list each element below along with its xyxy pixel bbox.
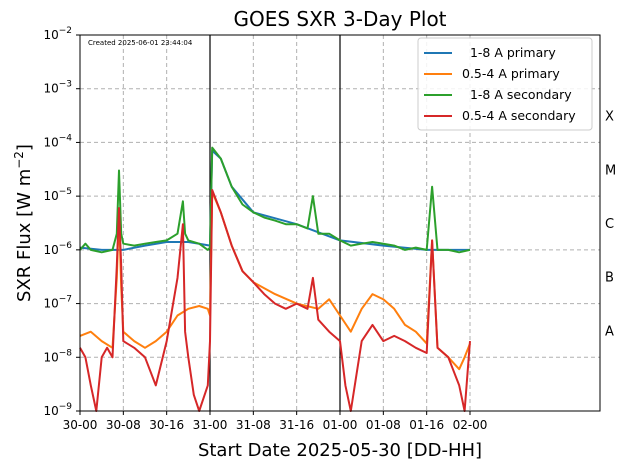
y-tick-label: 10−4 [43, 133, 72, 149]
x-tick-label: 30-16 [149, 418, 184, 432]
legend-entries: 1-8 A primary 0.5-4 A primary 1-8 A secon… [424, 45, 576, 123]
created-note: Created 2025-06-01 23:44:04 [88, 39, 193, 47]
legend-label: 1-8 A secondary [462, 87, 572, 102]
x-tick-label: 01-00 [323, 418, 358, 432]
series-line [79, 189, 471, 412]
chart-title: GOES SXR 3-Day Plot [233, 7, 446, 31]
legend-label: 0.5-4 A secondary [462, 108, 576, 123]
y-tick-label: 10−8 [43, 348, 72, 364]
x-tick-label: 30-08 [106, 418, 141, 432]
x-tick-label: 01-08 [366, 418, 401, 432]
y-axis-label-close: ] [14, 144, 35, 151]
x-tick-label: 31-00 [193, 418, 228, 432]
y-axis-label-main: SXR Flux [W m [14, 169, 35, 302]
flare-class-label: C [605, 217, 614, 232]
x-tick-label: 31-16 [279, 418, 314, 432]
flare-class-labels: A B C M X [605, 110, 616, 340]
legend: 1-8 A primary 0.5-4 A primary 1-8 A secon… [417, 37, 593, 131]
series-line [79, 146, 471, 254]
plot-area [79, 146, 471, 412]
x-axis-ticks: 30-00 30-08 30-16 31-00 31-08 31-16 01-00 01-08… [63, 411, 488, 432]
flare-class-label: X [605, 110, 614, 125]
x-tick-label: 02-00 [453, 418, 488, 432]
y-tick-label: 10−3 [43, 80, 72, 96]
y-tick-label: 10−5 [43, 187, 72, 203]
legend-box [417, 37, 593, 131]
y-axis-label: SXR Flux [W m−2] [12, 144, 35, 302]
flare-class-label: A [605, 324, 614, 339]
flare-class-label: B [605, 271, 614, 286]
x-tick-label: 31-08 [236, 418, 271, 432]
x-tick-label: 01-16 [409, 418, 444, 432]
x-tick-label: 30-00 [63, 418, 98, 432]
y-tick-label: 10−6 [43, 241, 72, 257]
y-tick-label: 10−7 [43, 295, 72, 311]
x-axis-label: Start Date 2025-05-30 [DD-HH] [198, 440, 482, 461]
y-axis-ticks: 10−9 10−8 10−7 10−6 10−5 10−4 10−3 10−2 [43, 26, 80, 418]
legend-label: 0.5-4 A primary [462, 66, 560, 81]
y-tick-label: 10−2 [43, 26, 72, 42]
y-axis-label-exponent: −2 [12, 151, 26, 169]
legend-label: 1-8 A primary [462, 45, 556, 60]
y-tick-label: 10−9 [43, 402, 72, 418]
flare-class-label: M [605, 163, 616, 178]
